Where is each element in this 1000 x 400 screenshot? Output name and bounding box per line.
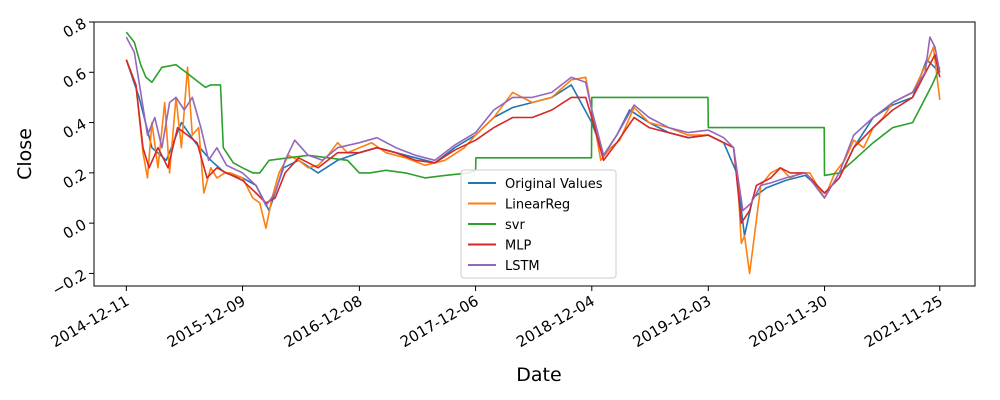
legend-label: LSTM: [505, 259, 540, 274]
legend-label: Original Values: [505, 177, 603, 192]
series-line-mlp: [125, 53, 941, 224]
legend-label: LinearReg: [505, 198, 570, 213]
series-line-svr: [125, 31, 941, 179]
plot-frame: [93, 21, 976, 287]
legend-label: MLP: [505, 239, 531, 254]
series-line-linearreg: [125, 46, 941, 275]
legend-label: svr: [505, 218, 525, 233]
y-axis-title: Close: [14, 128, 36, 180]
legend-box: [460, 169, 617, 279]
series-line-lstm: [125, 36, 941, 212]
legend: Original Values LinearReg svr MLP LSTM: [460, 169, 617, 279]
series-layer: [125, 31, 941, 275]
x-axis-title: Date: [516, 364, 561, 386]
